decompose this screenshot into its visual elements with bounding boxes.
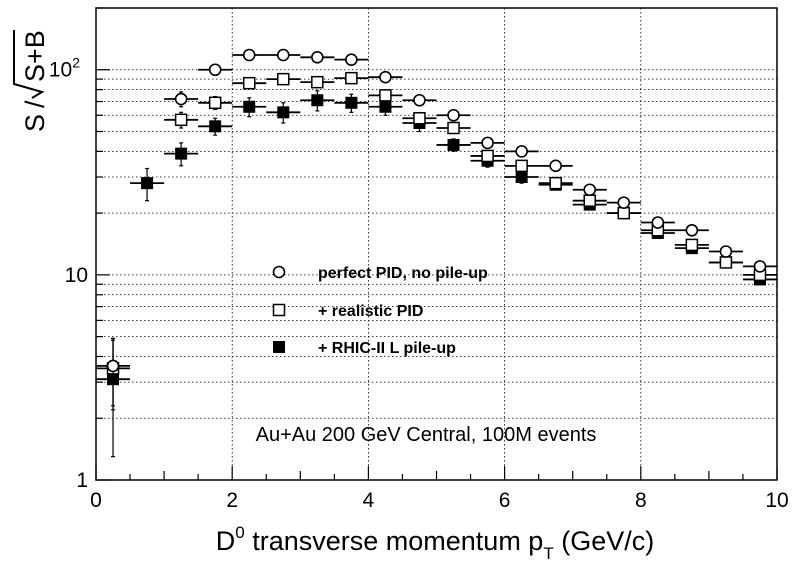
x-axis-title-sub: T [543,544,553,563]
data-point [515,145,528,158]
data-point [617,196,631,209]
data-point [549,176,562,190]
data-point [447,108,460,122]
series-open-circle [96,48,777,407]
y-axis-title-radicand: S+B [20,30,50,82]
data-point [345,71,358,85]
data-point [208,96,222,110]
data-point [276,48,290,62]
x-axis-title-mid: transverse momentum p [245,526,544,556]
x-tick-label: 2 [226,489,238,512]
data-point [379,100,392,113]
x-tick-label: 8 [635,489,647,512]
data-point [345,53,358,66]
data-point [277,106,290,119]
y-tick-label: 10 [65,264,88,287]
data-point [379,89,392,102]
x-axis-title-sup: 0 [235,523,244,542]
data-point [345,96,358,109]
y-tick-label-exponent: 2 [72,55,80,71]
y-axis-title-s: S [20,114,50,132]
data-point [311,94,324,107]
data-layer [96,48,777,458]
data-point [311,75,324,89]
data-point [243,100,256,113]
data-point [719,245,733,258]
data-point [549,159,562,173]
legend-marker-open-circle [272,265,286,279]
y-tick-label: 102 [49,55,80,82]
x-axis-title-d: D [216,526,236,556]
series-open-square [96,71,777,411]
data-point [481,136,494,150]
legend-entry-realistic-pid: + realistic PID [318,303,423,320]
data-point [617,206,631,220]
data-point [242,48,256,62]
data-point [719,256,733,269]
data-point [174,113,188,127]
legend-entry-perfect-pid: perfect PID, no pile-up [318,265,488,282]
y-tick-label: 1 [76,469,88,492]
legend-marker-open-square [272,303,286,317]
y-tick-label-base: 1 [76,469,88,492]
data-point [413,93,426,107]
sqrt-sign [13,30,45,99]
x-tick-label: 0 [90,489,102,512]
data-point [447,121,460,135]
data-point [175,147,188,160]
legend-markers [272,265,286,353]
data-point [685,223,699,237]
data-point [583,194,596,207]
data-point [106,359,120,373]
data-point [141,177,154,190]
data-point [311,50,324,64]
y-tick-label-base: 10 [65,264,88,287]
data-point [583,183,597,197]
legend: perfect PID, no pile-up + realistic PID … [272,265,488,357]
data-point [685,238,699,252]
annotation: Au+Au 200 GeV Central, 100M events [256,424,597,446]
data-point [413,112,426,125]
legend-marker-filled-square [273,341,285,353]
data-point [515,171,528,184]
y-tick-label-base: 10 [49,59,72,82]
data-point [242,76,256,90]
x-axis-title-tail: (GeV/c) [554,526,655,556]
data-point [481,149,494,163]
data-point [447,138,460,151]
data-point [651,216,665,229]
x-tick-label: 4 [363,489,375,512]
data-point [515,159,528,173]
data-point [209,120,222,133]
grid [96,8,777,480]
x-axis-title: D0 transverse momentum pT (GeV/c) [216,523,654,563]
data-point [753,260,767,273]
data-point [277,72,290,86]
data-point [379,70,392,84]
x-tick-label: 6 [499,489,511,512]
x-tick-label: 10 [765,489,788,512]
y-axis-title-slash: / [20,100,50,108]
data-point [174,92,188,106]
data-point [208,63,222,77]
legend-entry-pile-up: + RHIC-II L pile-up [318,340,456,357]
y-axis-title: S / S+B [13,30,50,132]
